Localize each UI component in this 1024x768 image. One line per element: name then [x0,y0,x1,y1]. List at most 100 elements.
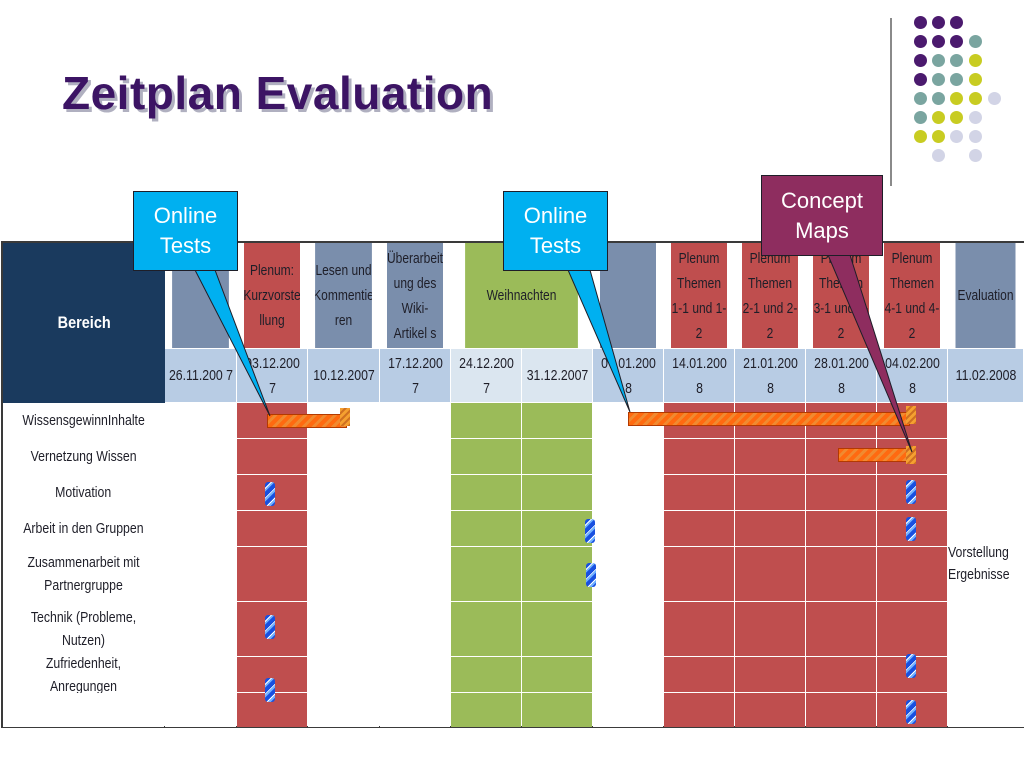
grid-cell [165,657,236,692]
date-label: 17.12.200 7 [387,354,443,397]
grid-cell [522,439,592,474]
phase-header-label: Evaluation [957,287,1014,304]
grid-cell [664,602,734,656]
page-title: Zeitplan Evaluation [62,67,494,119]
grid-cell [380,657,450,692]
row-label: Arbeit in den Gruppen [3,511,164,546]
phase-header-label: Lesen und Kommentie ren [315,262,372,329]
schedule-marker [585,519,595,543]
date-header-cell: 17.12.200 7 [380,349,450,402]
decorative-dot [914,16,927,29]
date-label: 28.01.200 8 [813,354,869,397]
grid-cell [664,547,734,601]
grid-cell [593,511,663,546]
evaluation-note-line: Vorstellung [948,544,1009,561]
grid-cell [165,693,236,727]
date-label: 24.12.200 7 [458,354,514,397]
grid-cell [308,657,379,692]
grid-cell [806,602,876,656]
decorative-dot [950,92,963,105]
schedule-marker [906,480,916,504]
grid-cell [664,657,734,692]
schedule-bar [838,448,914,462]
phase-header-label: Überarbeit ung des Wiki-Artikel s [387,249,443,342]
schedule-bar-end [906,406,916,424]
date-header-cell: 04.02.200 8 [877,349,947,402]
grid-cell [806,511,876,546]
grid-cell [451,602,521,656]
decorative-dot [950,130,963,143]
phase-header-label: Plenum Themen 1-1 und 1-2 [671,249,727,342]
grid-cell [948,403,1023,438]
row-label-text: Zufriedenheit, Anregungen [45,654,122,695]
grid-cell [451,439,521,474]
grid-cell [735,657,805,692]
phase-header-cell: Überarbeit ung des Wiki-Artikel s [387,243,443,348]
decorative-dot [914,130,927,143]
callout-online-tests-1: Online Tests [133,191,238,271]
grid-cell [308,602,379,656]
grid-cell [806,693,876,727]
date-header-cell: 10.12.2007 [308,349,379,402]
grid-cell [735,475,805,510]
decorative-dot [969,111,982,124]
grid-cell [735,511,805,546]
row-label-text: Zusammenarbeit mit Partnergruppe [27,554,140,594]
decorative-dot [969,92,982,105]
phase-header-cell: Lesen und Kommentie ren [315,243,372,348]
decorative-dot [950,35,963,48]
phase-header-cell: Plenum Themen 4-1 und 4-2 [884,243,940,348]
date-header-cell: 11.02.2008 [948,349,1023,402]
date-label: 31.12.2007 [526,367,588,384]
row-label: Vernetzung Wissen [3,439,164,474]
schedule-marker [265,615,275,639]
schedule-bar-end [340,408,350,426]
grid-cell [451,693,521,727]
schedule-marker [906,654,916,678]
grid-cell [593,475,663,510]
grid-cell [380,547,450,601]
grid-cell [237,547,307,601]
phase-header-label: Plenum Themen 4-1 und 4-2 [884,249,940,342]
decorative-dot [950,16,963,29]
row-label: WissensgewinnInhalte [3,403,164,438]
decorative-dot [914,111,927,124]
grid-cell [380,693,450,727]
row-label [3,693,164,727]
grid-cell [380,439,450,474]
grid-cell [522,693,592,727]
row-label: Zusammenarbeit mit Partnergruppe [3,547,164,601]
grid-cell [165,475,236,510]
decorative-dot [950,54,963,67]
grid-cell [593,602,663,656]
grid-cell [664,439,734,474]
grid-cell [165,439,236,474]
schedule-bar [267,414,347,428]
decorative-dot [969,73,982,86]
row-label-text: Vernetzung Wissen [30,448,137,465]
grid-cell [735,602,805,656]
row-label-text: Technik (Probleme, Nutzen) [30,609,137,649]
grid-cell [451,403,521,438]
grid-cell [308,693,379,727]
row-label: Zufriedenheit, Anregungen [3,655,164,695]
decorative-divider [890,18,892,186]
grid-cell [165,602,236,656]
grid-cell [735,547,805,601]
callout-online-tests-2: Online Tests [503,191,608,271]
date-label: 21.01.200 8 [742,354,798,397]
row-label: Motivation [3,475,164,510]
evaluation-note: Vorstellung Ergebnisse [948,536,1024,592]
callout-concept-maps: Concept Maps [761,175,883,256]
decorative-dot [932,149,945,162]
phase-header-cell: Plenum Themen 1-1 und 1-2 [671,243,727,348]
grid-cell [522,511,592,546]
grid-cell [522,403,592,438]
phase-header-label: Plenum: Kurzvorste llung [244,262,300,329]
grid-cell [522,602,592,656]
grid-cell [877,547,947,601]
date-label: 14.01.200 8 [671,354,727,397]
schedule-bar [628,412,910,426]
evaluation-cell [948,439,1024,727]
